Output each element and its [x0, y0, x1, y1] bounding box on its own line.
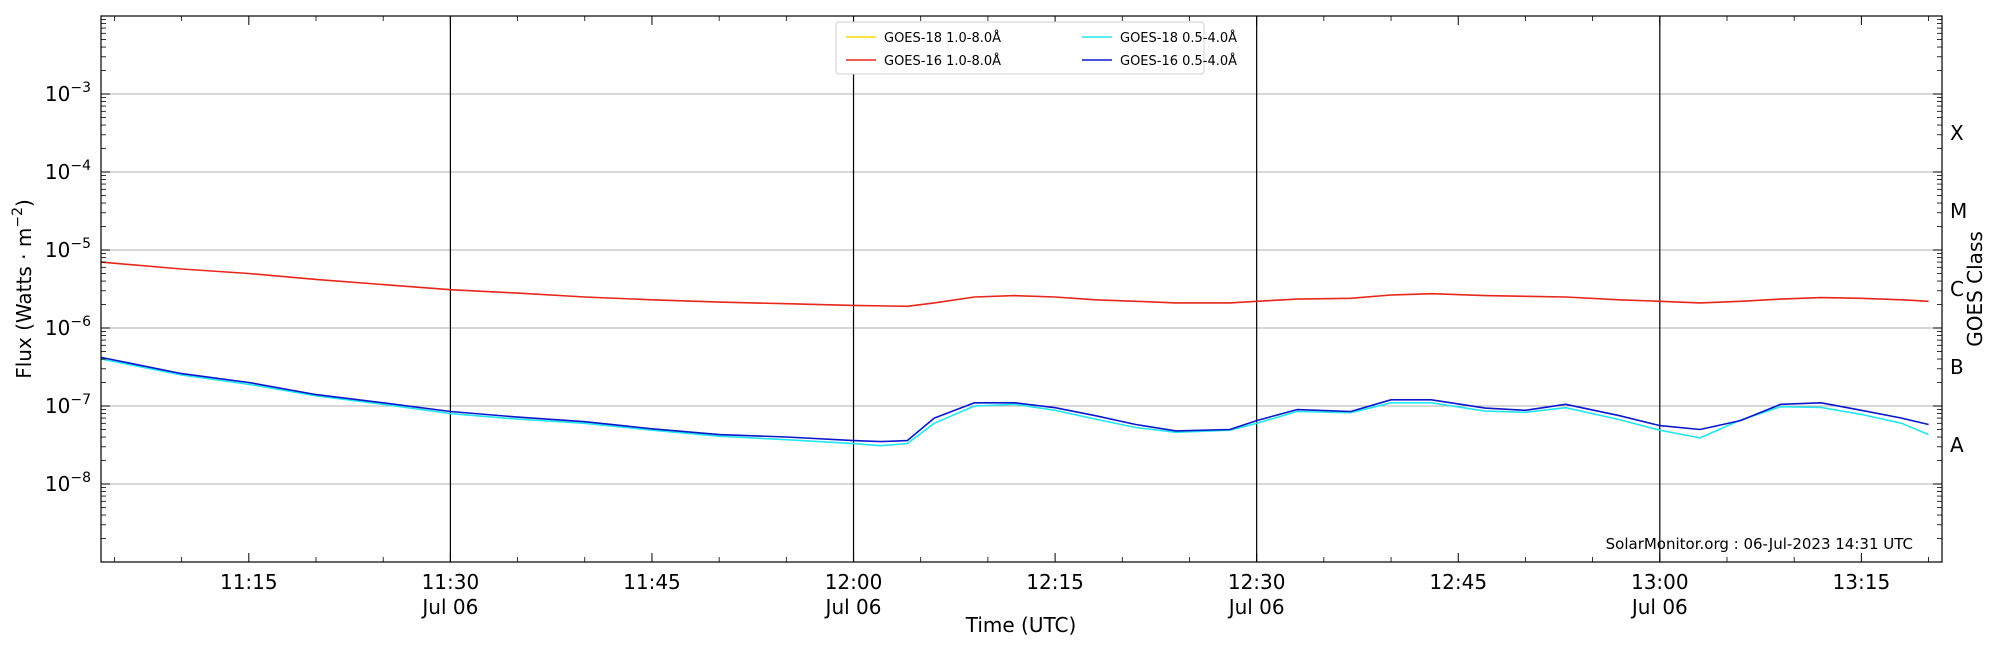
series-line-goes-16-1-0-8-0-: [100, 261, 1929, 308]
x-tick-date-label: Jul 06: [824, 595, 882, 619]
x-tick-label: 11:45: [623, 570, 681, 594]
x-tick-label: 11:15: [220, 570, 278, 594]
credit-text: SolarMonitor.org : 06-Jul-2023 14:31 UTC: [1606, 535, 1913, 553]
x-tick-label: 13:15: [1833, 570, 1891, 594]
goes-class-x: X: [1950, 121, 1964, 145]
x-tick-label: 12:30: [1228, 570, 1286, 594]
y-tick-base: 10: [45, 472, 70, 496]
y-tick-exponent: −4: [70, 158, 91, 174]
right-axis-label: GOES Class: [1963, 231, 1987, 347]
y-tick-label: 10−3: [45, 80, 91, 106]
x-tick-date-label: Jul 06: [1630, 595, 1688, 619]
y-tick-base: 10: [45, 316, 70, 340]
y-tick-label: 10−4: [45, 158, 91, 184]
y-tick-base: 10: [45, 82, 70, 106]
goes-class-labels: A B C M X: [1950, 121, 1967, 457]
x-tick-label: 13:00: [1631, 570, 1689, 594]
goes-class-m: M: [1950, 199, 1967, 223]
tick-layer: [101, 16, 1942, 562]
series-layer: [100, 261, 1929, 447]
vertical-marker-lines: [449, 16, 1661, 562]
y-tick-exponent: −5: [70, 236, 91, 252]
legend-label: GOES-18 1.0-8.0Å: [884, 30, 1001, 46]
x-axis-label: Time (UTC): [965, 613, 1077, 637]
legend: GOES-18 1.0-8.0Å GOES-16 1.0-8.0Å GOES-18 …: [835, 21, 1237, 75]
y-tick-base: 10: [45, 394, 70, 418]
y-tick-label: 10−8: [45, 470, 91, 496]
y-tick-exponent: −3: [70, 80, 91, 96]
y-tick-label: 10−5: [45, 236, 91, 262]
x-tick-date-label: Jul 06: [1227, 595, 1285, 619]
y-tick-base: 10: [45, 160, 70, 184]
legend-box: [835, 21, 1205, 75]
x-tick-label: 12:45: [1429, 570, 1487, 594]
x-tick-label: 11:30: [422, 570, 480, 594]
legend-label: GOES-16 1.0-8.0Å: [884, 53, 1001, 69]
x-tick-label: 12:15: [1026, 570, 1084, 594]
goes-class-b: B: [1950, 355, 1964, 379]
y-tick-label: 10−7: [45, 392, 91, 418]
x-tick-date-label: Jul 06: [420, 595, 478, 619]
y-tick-exponent: −8: [70, 470, 91, 486]
legend-label: GOES-18 0.5-4.0Å: [1120, 30, 1237, 46]
x-tick-label: 12:00: [825, 570, 883, 594]
y-tick-exponent: −6: [70, 314, 91, 330]
plot-frame: [100, 15, 1943, 563]
legend-label: GOES-16 0.5-4.0Å: [1120, 53, 1237, 69]
y-tick-label: 10−6: [45, 314, 91, 340]
series-line-goes-18-0-5-4-0-: [100, 358, 1929, 447]
y-tick-base: 10: [45, 238, 70, 262]
goes-class-c: C: [1950, 277, 1964, 301]
y-axis-label: Flux (Watts · m−2): [10, 199, 36, 379]
goes-class-a: A: [1950, 433, 1964, 457]
series-line-goes-16-0-5-4-0-: [100, 356, 1929, 443]
y-tick-exponent: −7: [70, 392, 91, 408]
